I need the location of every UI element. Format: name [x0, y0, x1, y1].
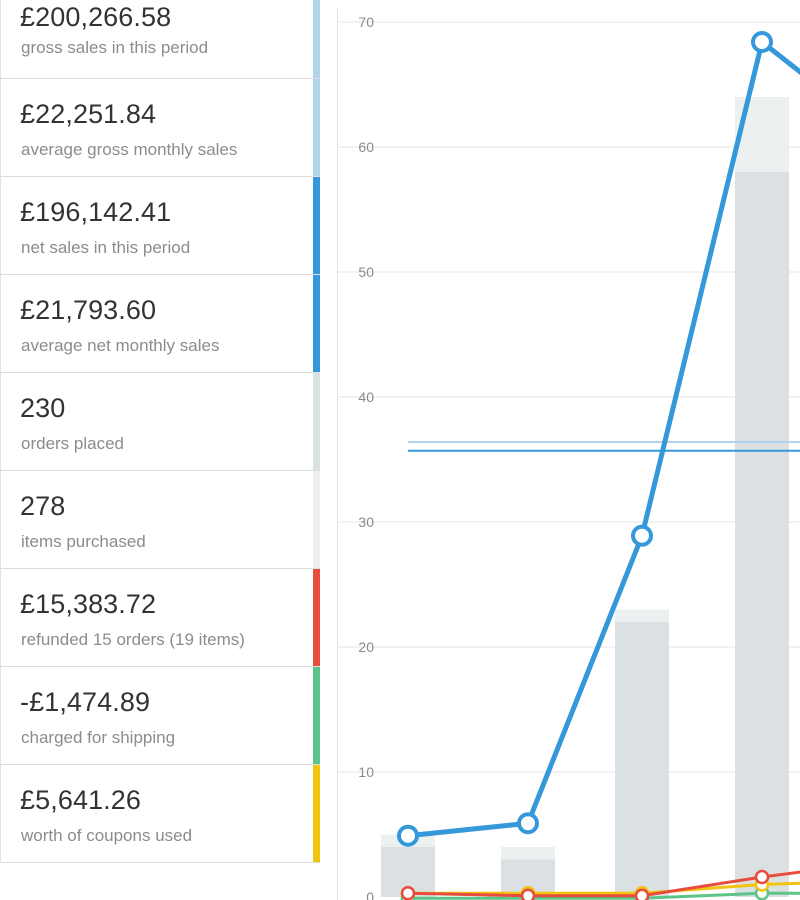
y-tick-label: 40	[358, 389, 374, 405]
legend-color-swatch	[313, 0, 320, 78]
series-point	[400, 886, 416, 900]
legend-amount: -£1,474.89	[20, 687, 151, 717]
legend-description: refunded 15 orders (19 items)	[21, 630, 245, 649]
legend-description: charged for shipping	[21, 728, 176, 747]
legend-description: items purchased	[21, 532, 146, 551]
legend-description: orders placed	[21, 434, 125, 453]
y-tick-label: 60	[358, 139, 374, 155]
legend-amount: 278	[20, 491, 66, 521]
legend-item[interactable]: 278 items purchased	[0, 471, 320, 569]
bar-orders-placed	[735, 172, 789, 897]
legend-amount: £21,793.60	[20, 295, 157, 325]
chart-canvas: 0 10 20 30 40 50 60 70	[338, 14, 800, 900]
legend-amount: £22,251.84	[20, 99, 157, 129]
legend-color-swatch	[313, 79, 320, 176]
legend-color-swatch	[313, 765, 320, 862]
legend-color-swatch	[313, 373, 320, 470]
legend-description: net sales in this period	[21, 238, 191, 257]
legend-item[interactable]: -£1,474.89 charged for shipping	[0, 667, 320, 765]
legend-amount: £15,383.72	[20, 589, 157, 619]
sales-chart: 0 10 20 30 40 50 60 70	[320, 0, 800, 900]
series-point	[397, 824, 419, 847]
legend-color-swatch	[313, 667, 320, 764]
legend-amount: £196,142.41	[20, 197, 172, 227]
legend-item[interactable]: £15,383.72 refunded 15 orders (19 items)	[0, 569, 320, 667]
y-tick-label: 20	[358, 639, 374, 655]
y-tick-label: 50	[358, 264, 374, 280]
chart-legend: £200,266.58 gross sales in this period £22…	[0, 0, 321, 864]
legend-description: average net monthly sales	[21, 336, 220, 355]
y-tick-label: 10	[358, 764, 374, 780]
y-tick-label: 0	[366, 889, 374, 900]
legend-item[interactable]: £196,142.41 net sales in this period	[0, 177, 320, 275]
legend-description: average gross monthly sales	[21, 140, 238, 159]
legend-color-swatch	[313, 177, 320, 274]
y-tick-label: 30	[358, 514, 374, 530]
legend-amount: £5,641.26	[20, 785, 142, 815]
legend-description: worth of coupons used	[21, 826, 193, 845]
legend-description: gross sales in this period	[21, 38, 209, 57]
legend-item[interactable]: 230 orders placed	[0, 373, 320, 471]
legend-item[interactable]: £21,793.60 average net monthly sales	[0, 275, 320, 373]
y-tick-label: 70	[358, 14, 374, 30]
legend-color-swatch	[313, 275, 320, 372]
legend-item[interactable]: £22,251.84 average gross monthly sales	[0, 79, 320, 177]
series-point	[751, 31, 773, 53]
series-point	[520, 888, 536, 900]
series-point	[634, 888, 650, 900]
series-point	[631, 524, 653, 547]
series-point	[517, 812, 539, 835]
legend-item[interactable]: £5,641.26 worth of coupons used	[0, 765, 320, 863]
legend-color-swatch	[313, 569, 320, 666]
legend-item[interactable]: £200,266.58 gross sales in this period	[0, 0, 320, 79]
bar-orders-placed	[615, 622, 669, 897]
y-axis-line	[337, 8, 338, 900]
legend-amount: 230	[20, 393, 66, 423]
legend-color-swatch	[313, 471, 320, 568]
series-point	[754, 869, 770, 885]
legend-amount: £200,266.58	[20, 2, 172, 32]
